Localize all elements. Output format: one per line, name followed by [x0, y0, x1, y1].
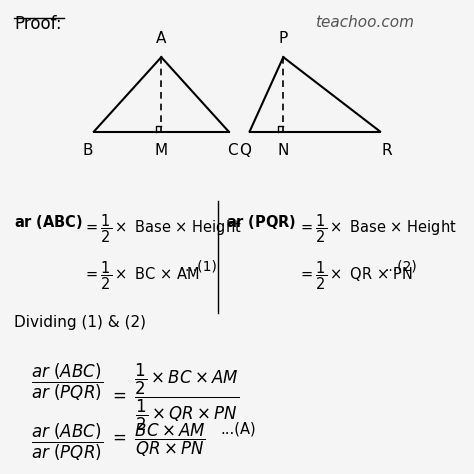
Text: $=\ \dfrac{\dfrac{1}{2}\times BC\times AM}{\dfrac{1}{2}\times QR\times PN}$: $=\ \dfrac{\dfrac{1}{2}\times BC\times A…: [109, 362, 239, 433]
Text: Proof:: Proof:: [14, 15, 62, 33]
Text: $\mathbf{ar\ (PQR)}$: $\mathbf{ar\ (PQR)}$: [227, 213, 297, 231]
Text: $\mathbf{ar\ (ABC)}$: $\mathbf{ar\ (ABC)}$: [14, 213, 83, 231]
Text: $=\dfrac{1}{2}\times$ Base $\times$ Height: $=\dfrac{1}{2}\times$ Base $\times$ Heig…: [83, 213, 242, 246]
Text: ...(1): ...(1): [184, 259, 217, 273]
Text: ...(2): ...(2): [384, 259, 417, 273]
Text: teachoo.com: teachoo.com: [315, 15, 414, 30]
Text: Dividing (1) & (2): Dividing (1) & (2): [14, 315, 146, 330]
Text: $\dfrac{ar\ (ABC)}{ar\ (PQR)}$: $\dfrac{ar\ (ABC)}{ar\ (PQR)}$: [31, 362, 103, 403]
Text: R: R: [381, 143, 392, 158]
Text: N: N: [278, 143, 289, 158]
Text: P: P: [279, 30, 288, 46]
Text: B: B: [82, 143, 93, 158]
Text: $=\dfrac{1}{2}\times$ BC $\times$ AM: $=\dfrac{1}{2}\times$ BC $\times$ AM: [83, 259, 200, 292]
Text: $=\dfrac{1}{2}\times$ Base $\times$ Height: $=\dfrac{1}{2}\times$ Base $\times$ Heig…: [298, 213, 457, 246]
Text: A: A: [156, 30, 166, 46]
Text: M: M: [155, 143, 168, 158]
Text: ...(A): ...(A): [220, 422, 256, 437]
Text: $\dfrac{ar\ (ABC)}{ar\ (PQR)}$: $\dfrac{ar\ (ABC)}{ar\ (PQR)}$: [31, 422, 103, 463]
Text: C: C: [228, 143, 238, 158]
Text: $=\ \dfrac{BC\times AM}{QR\times PN}$: $=\ \dfrac{BC\times AM}{QR\times PN}$: [109, 422, 206, 459]
Text: $=\dfrac{1}{2}\times$ QR $\times$ PN: $=\dfrac{1}{2}\times$ QR $\times$ PN: [298, 259, 413, 292]
Text: Q: Q: [239, 143, 251, 158]
